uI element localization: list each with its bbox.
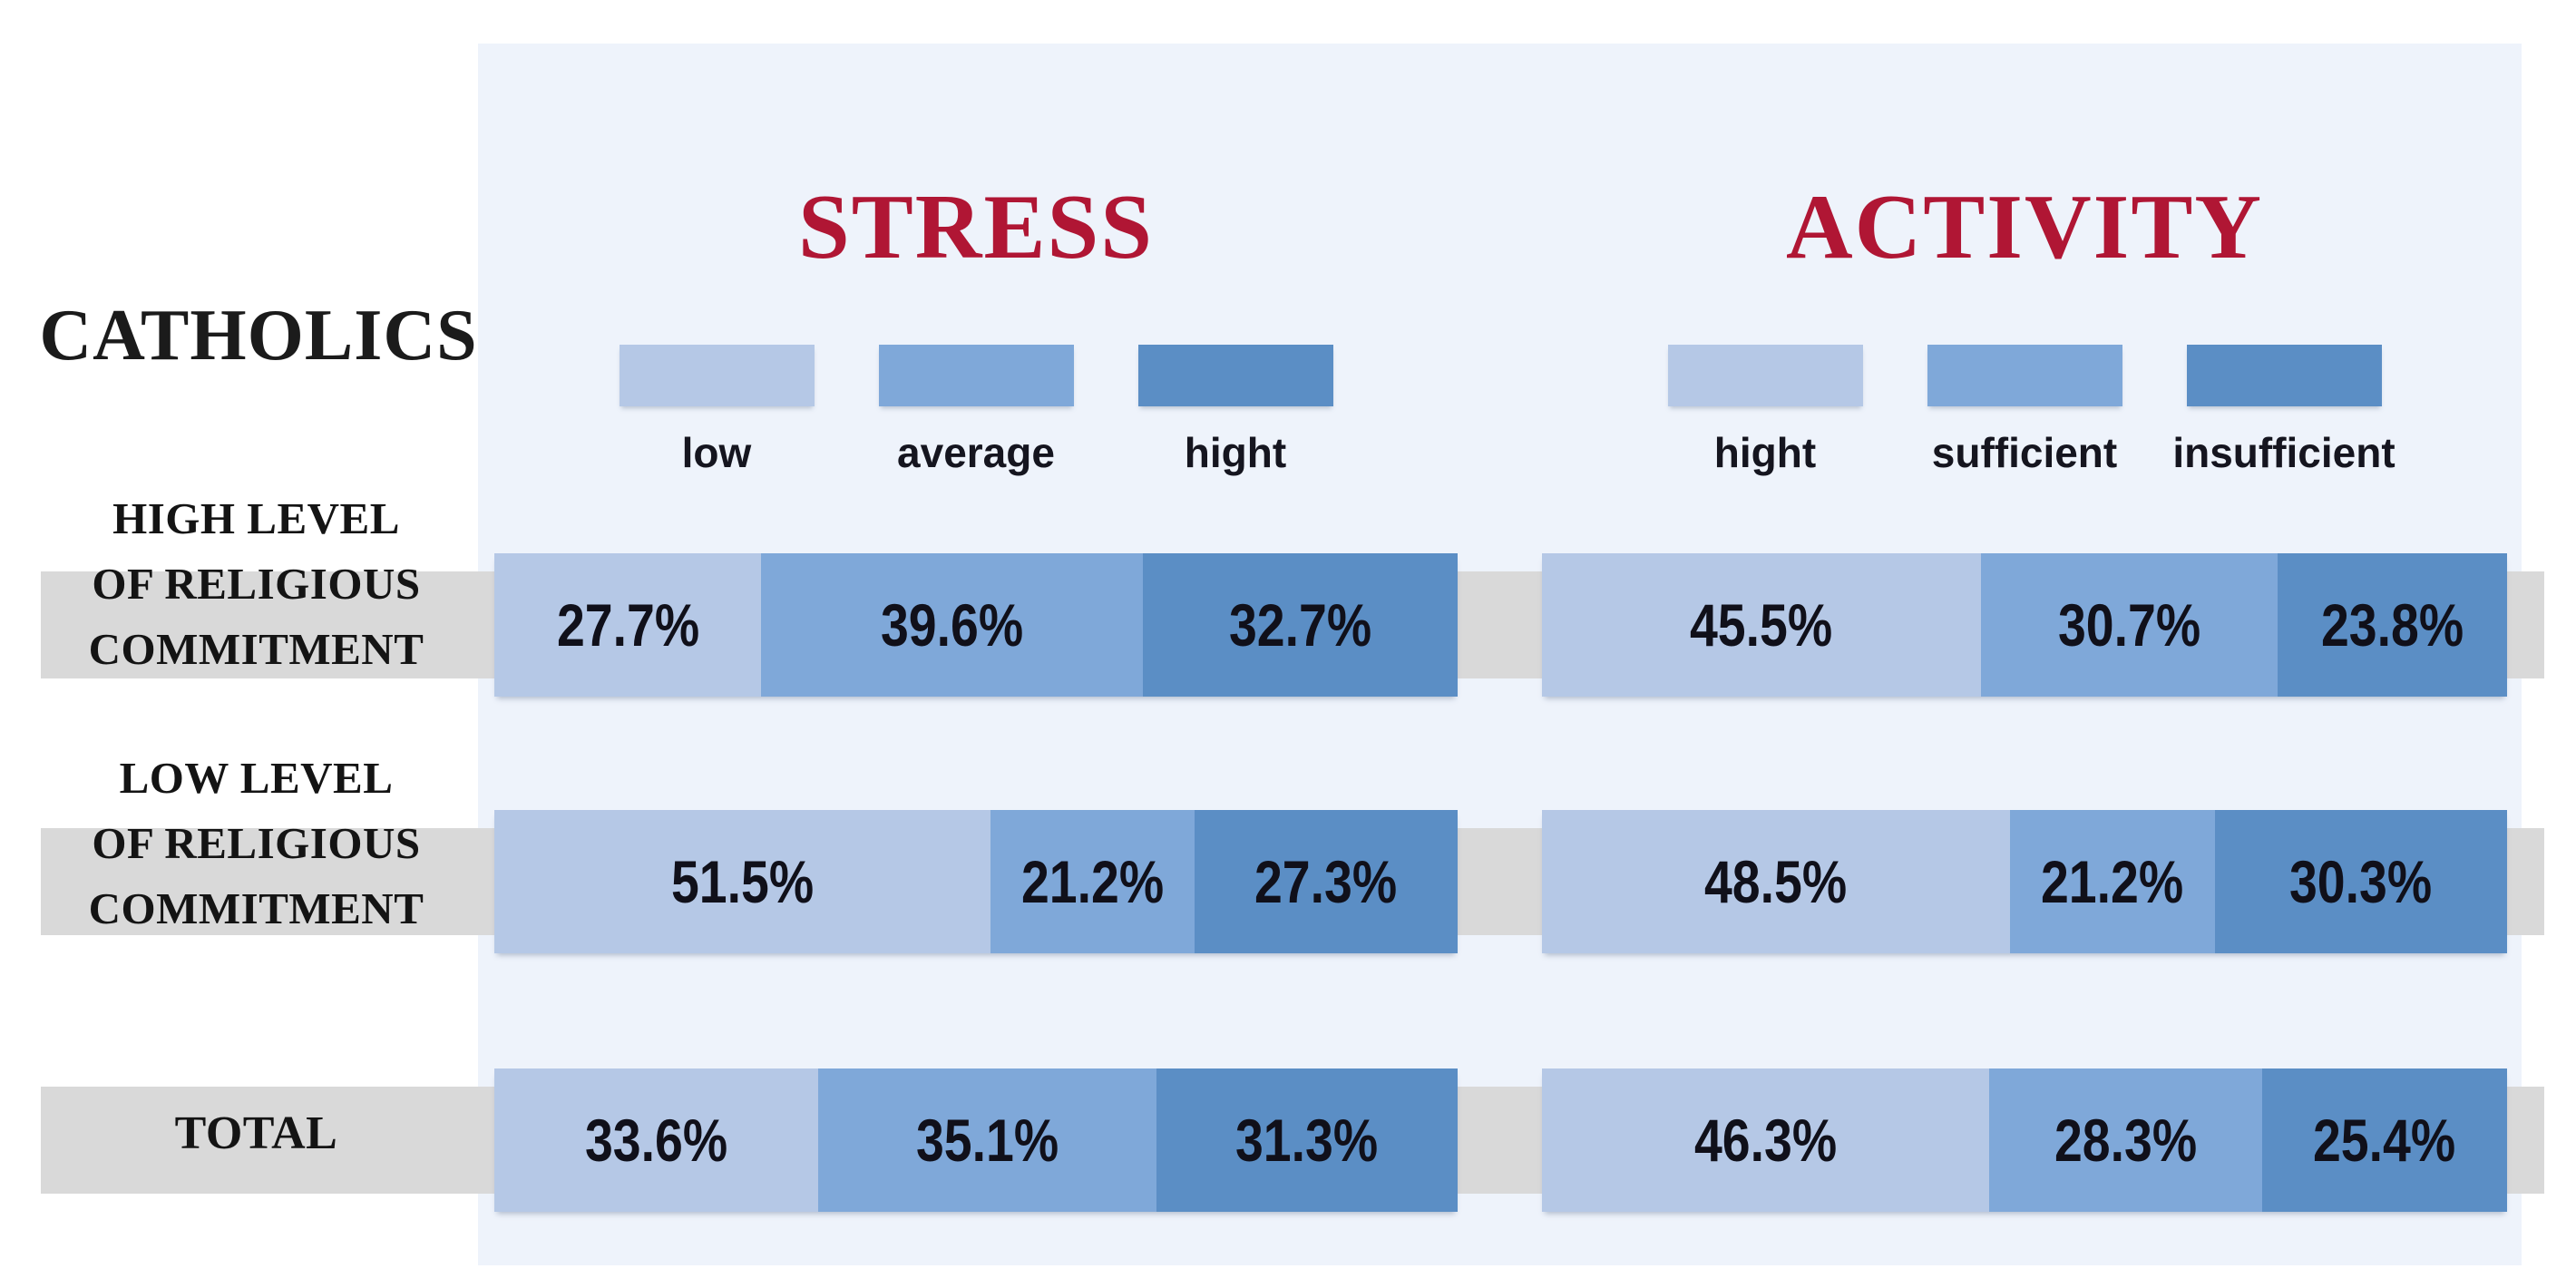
stress-segment-low: 51.5% <box>494 810 990 953</box>
row-label-line: OF RELIGIOUS <box>92 818 421 868</box>
stress-bar-row-low-level: 51.5% 21.2% 27.3% <box>494 810 1458 953</box>
value-label: 46.3% <box>1693 1107 1837 1174</box>
activity-legend-label-insufficient: insufficient <box>2172 429 2395 476</box>
activity-section-title: ACTIVITY <box>1785 176 2264 278</box>
stress-legend-label-low: low <box>681 429 752 476</box>
activity-bar-row-low-level: 48.5% 21.2% 30.3% <box>1542 810 2507 953</box>
stress-segment-hight: 27.3% <box>1195 810 1458 953</box>
stress-legend-item-average: average <box>846 345 1106 477</box>
stress-legend-label-hight: hight <box>1184 429 1287 476</box>
value-label: 39.6% <box>880 591 1024 659</box>
stress-segment-low: 27.7% <box>494 553 762 697</box>
activity-legend-label-sufficient: sufficient <box>1931 429 2118 476</box>
row-label-line: HIGH LEVEL <box>112 493 400 543</box>
stress-segment-average: 21.2% <box>990 810 1195 953</box>
activity-bar-row-high-level: 45.5% 30.7% 23.8% <box>1542 553 2507 697</box>
activity-legend-item-sufficient: sufficient <box>1895 345 2154 477</box>
stress-legend: low average hight <box>494 345 1458 477</box>
value-label: 45.5% <box>1690 591 1833 659</box>
value-label: 28.3% <box>2054 1107 2197 1174</box>
activity-segment-sufficient: 28.3% <box>1988 1068 2262 1212</box>
row-label-line: LOW LEVEL <box>119 753 394 803</box>
value-label: 27.7% <box>556 591 699 659</box>
stress-bar-row-total: 33.6% 35.1% 31.3% <box>494 1068 1458 1212</box>
row-label-line: COMMITMENT <box>88 624 424 674</box>
value-label: 32.7% <box>1228 591 1371 659</box>
activity-segment-sufficient: 30.7% <box>1981 553 2278 697</box>
value-label: 30.3% <box>2289 848 2433 915</box>
activity-segment-insufficient: 25.4% <box>2261 1068 2507 1212</box>
group-title: CATHOLICS <box>39 296 478 376</box>
activity-legend: hight sufficient insufficient <box>1542 345 2507 477</box>
row-label-high-level: HIGH LEVEL OF RELIGIOUS COMMITMENT <box>32 486 481 682</box>
activity-segment-sufficient: 21.2% <box>2010 810 2215 953</box>
row-label-line: COMMITMENT <box>88 883 424 933</box>
stress-legend-item-hight: hight <box>1106 345 1365 477</box>
stress-section-title: STRESS <box>798 176 1154 278</box>
stress-legend-swatch-low <box>619 345 815 406</box>
value-label: 21.2% <box>1020 848 1165 915</box>
activity-legend-item-insufficient: insufficient <box>2154 345 2414 477</box>
stress-legend-item-low: low <box>587 345 846 477</box>
stress-legend-swatch-hight <box>1137 345 1333 406</box>
row-label-low-level: LOW LEVEL OF RELIGIOUS COMMITMENT <box>32 746 481 942</box>
stress-segment-average: 39.6% <box>761 553 1143 697</box>
value-label: 30.7% <box>2057 591 2201 659</box>
stress-legend-swatch-average <box>878 345 1074 406</box>
value-label: 51.5% <box>670 848 815 915</box>
activity-segment-hight: 46.3% <box>1542 1068 1989 1212</box>
stress-segment-low: 33.6% <box>494 1068 818 1212</box>
stress-segment-hight: 31.3% <box>1156 1068 1458 1212</box>
value-label: 48.5% <box>1704 848 1848 915</box>
activity-bar-row-total: 46.3% 28.3% 25.4% <box>1542 1068 2507 1212</box>
activity-legend-swatch-hight <box>1667 345 1863 406</box>
activity-segment-hight: 45.5% <box>1542 553 1982 697</box>
value-label: 25.4% <box>2313 1107 2456 1174</box>
activity-segment-hight: 48.5% <box>1542 810 2011 953</box>
stress-bar-row-high-level: 27.7% 39.6% 32.7% <box>494 553 1458 697</box>
value-label: 27.3% <box>1254 848 1398 915</box>
value-label: 31.3% <box>1235 1107 1379 1174</box>
activity-legend-swatch-sufficient <box>1927 345 2122 406</box>
activity-legend-swatch-insufficient <box>2186 345 2382 406</box>
activity-segment-insufficient: 23.8% <box>2277 553 2507 697</box>
stress-segment-average: 35.1% <box>817 1068 1156 1212</box>
value-label: 21.2% <box>2041 848 2184 915</box>
stress-segment-hight: 32.7% <box>1142 553 1458 697</box>
row-label-line: OF RELIGIOUS <box>92 559 421 609</box>
activity-legend-label-hight: hight <box>1713 429 1817 476</box>
activity-legend-item-hight: hight <box>1635 345 1895 477</box>
value-label: 33.6% <box>584 1107 728 1174</box>
stress-legend-label-average: average <box>897 429 1055 476</box>
value-label: 35.1% <box>915 1107 1059 1174</box>
value-label: 23.8% <box>2320 591 2464 659</box>
row-label-line: TOTAL <box>174 1107 338 1159</box>
activity-segment-insufficient: 30.3% <box>2214 810 2507 953</box>
row-label-total: TOTAL <box>32 1101 481 1166</box>
